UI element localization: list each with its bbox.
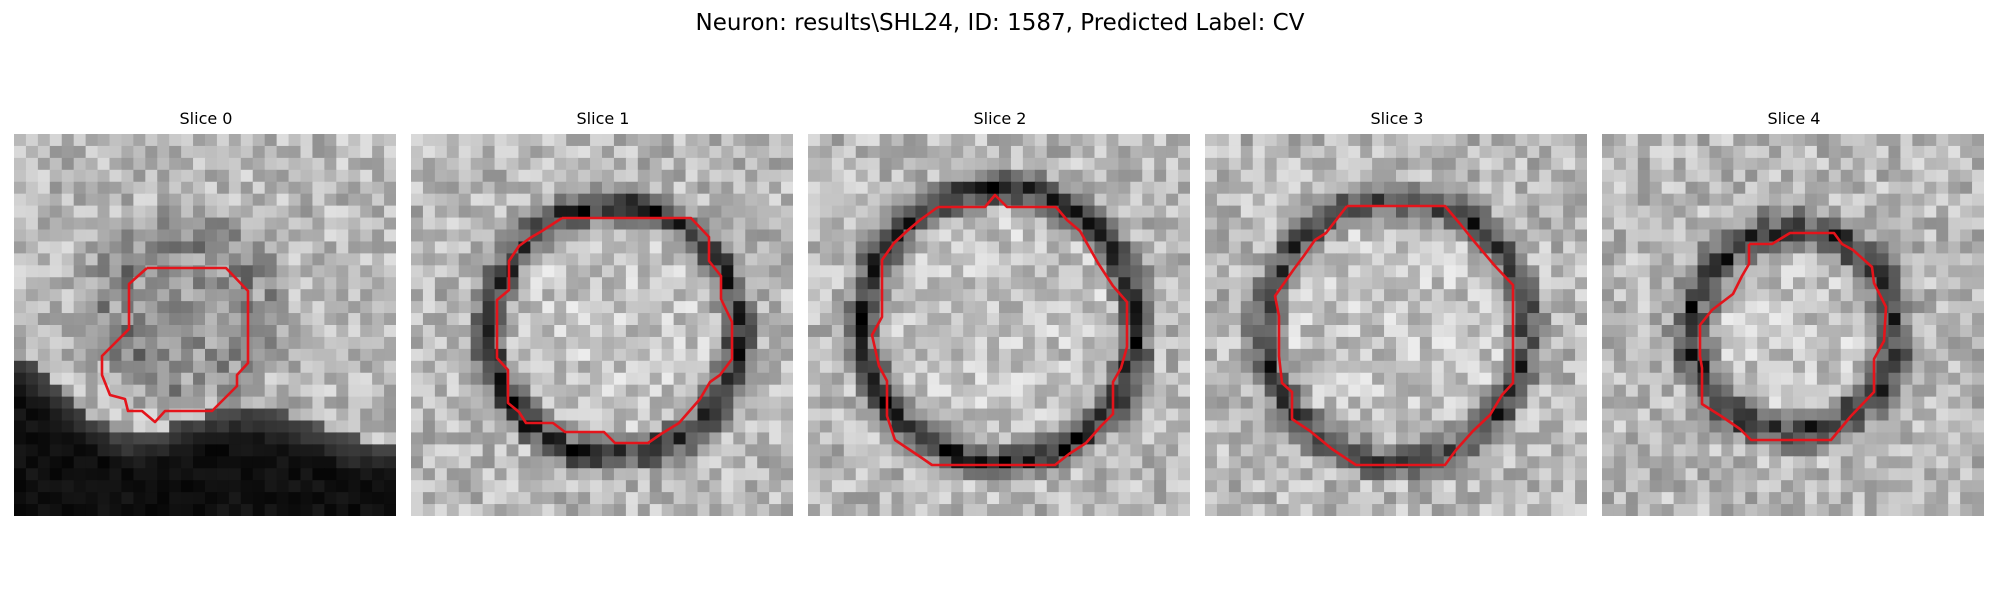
image-pixels <box>1602 134 1984 516</box>
slice-canvas <box>14 134 396 516</box>
contour-outline <box>495 216 734 445</box>
slice-image <box>1205 134 1587 516</box>
slice-canvas <box>1602 134 1984 516</box>
slice-title: Slice 0 <box>179 109 233 128</box>
slice-title: Slice 2 <box>973 109 1027 128</box>
slice-image <box>411 134 793 516</box>
contour-outline <box>1698 231 1888 442</box>
slice-title: Slice 1 <box>576 109 630 128</box>
image-pixels <box>411 134 793 516</box>
contour-outline <box>100 266 250 424</box>
slice-title: Slice 4 <box>1767 109 1821 128</box>
slice-image <box>808 134 1190 516</box>
image-pixels <box>1205 134 1587 516</box>
slice-canvas <box>1205 134 1587 516</box>
image-pixels <box>808 134 1190 516</box>
slice-image <box>14 134 396 516</box>
contour-outline <box>1273 204 1515 467</box>
contour-outline <box>870 193 1129 467</box>
slice-title: Slice 3 <box>1370 109 1424 128</box>
slice-image <box>1602 134 1984 516</box>
slice-canvas <box>411 134 793 516</box>
slice-canvas <box>808 134 1190 516</box>
image-pixels <box>14 134 396 516</box>
figure-title: Neuron: results\SHL24, ID: 1587, Predict… <box>695 10 1305 36</box>
